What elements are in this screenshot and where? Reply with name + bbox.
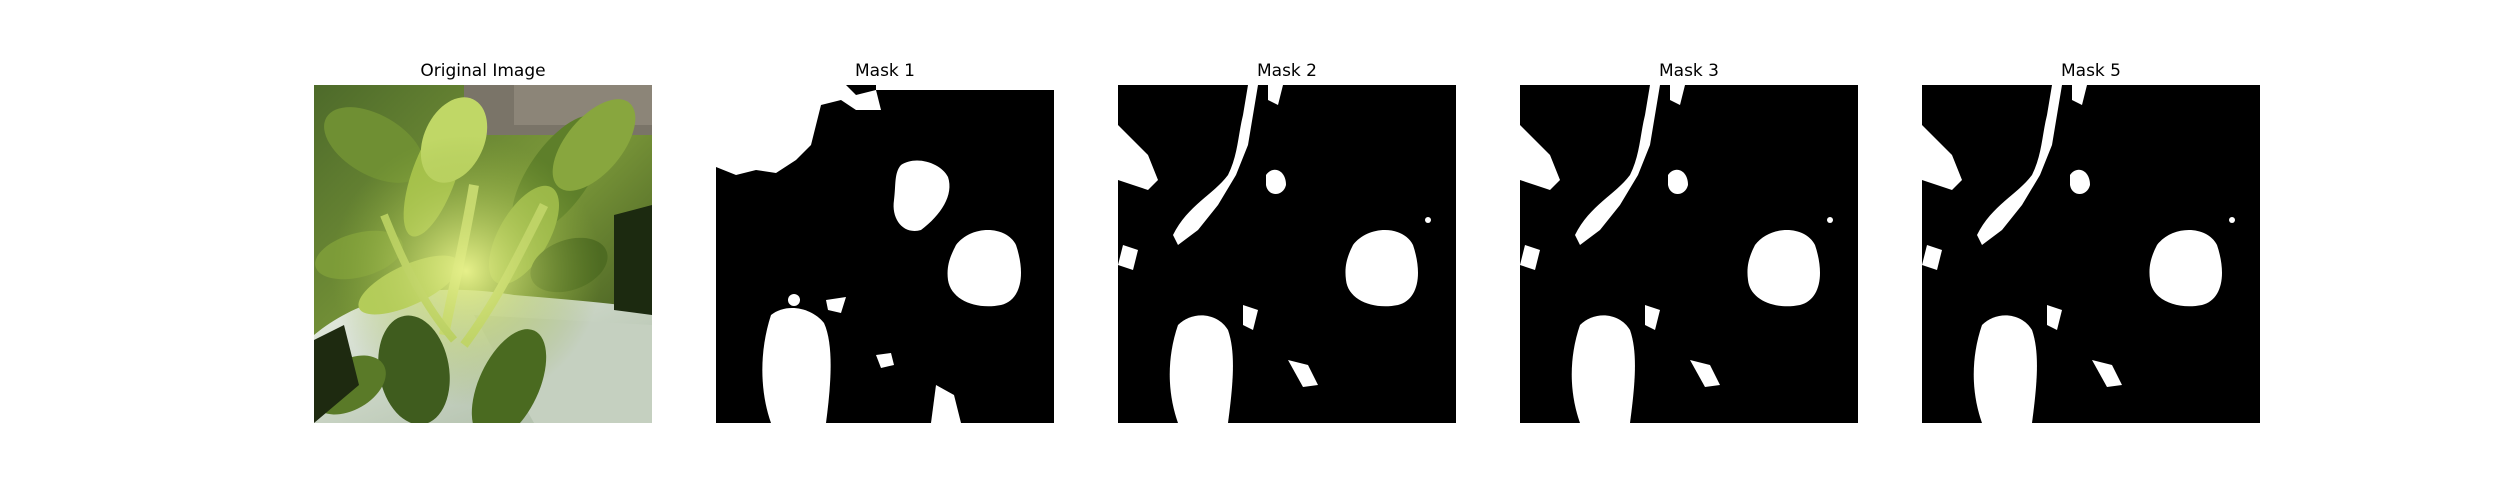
panel-original-image: Original Image <box>314 57 652 423</box>
panel-mask-3: Mask 3 <box>1520 57 1858 423</box>
mask-image <box>716 85 1054 423</box>
panel-mask-2: Mask 2 <box>1118 57 1456 423</box>
panel-title: Original Image <box>420 61 546 81</box>
mask-image <box>1922 85 2260 423</box>
mask-image <box>1520 85 1858 423</box>
mask-image <box>1118 85 1456 423</box>
panel-title: Mask 2 <box>1256 61 1317 81</box>
panel-title: Mask 3 <box>1658 61 1719 81</box>
panel-mask-5: Mask 5 <box>1922 57 2260 423</box>
panel-title: Mask 1 <box>854 61 915 81</box>
original-photo <box>314 85 652 423</box>
panel-mask-1: Mask 1 <box>716 57 1054 423</box>
panel-title: Mask 5 <box>2060 61 2121 81</box>
